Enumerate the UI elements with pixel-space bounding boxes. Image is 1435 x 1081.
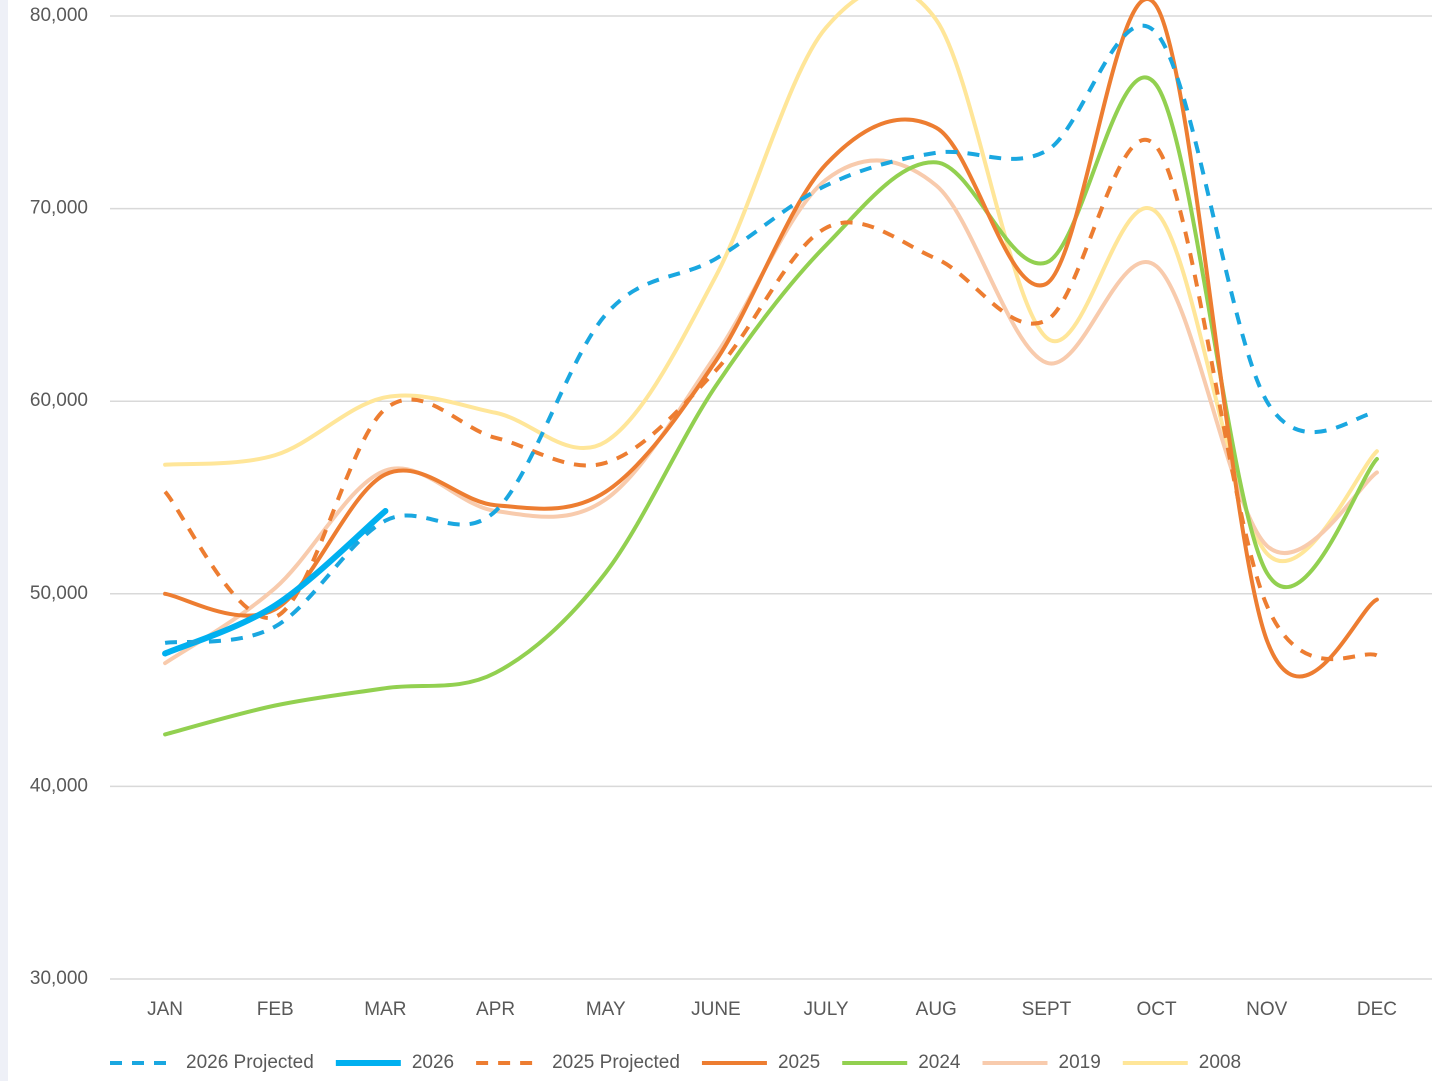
x-tick-label: JAN (147, 999, 183, 1020)
y-tick-label: 80,000 (30, 5, 88, 26)
grid (110, 15, 1432, 980)
x-tick-label: MAR (364, 999, 406, 1020)
y-tick-label: 50,000 (30, 583, 88, 604)
legend-label: 2008 (1199, 1052, 1241, 1073)
x-tick-label: NOV (1246, 999, 1288, 1020)
x-tick-label: OCT (1137, 999, 1178, 1020)
x-tick-label: MAY (586, 999, 626, 1020)
series-line (164, 23, 1378, 645)
legend-label: 2024 (918, 1052, 961, 1073)
series-line (163, 0, 1379, 679)
series-line (163, 158, 1379, 666)
series-line (163, 137, 1378, 662)
x-tick-label: JUNE (691, 999, 741, 1020)
labels: 30,000 40,000 50,000 60,000 70,000 80,000 JAN F… (30, 5, 1397, 1020)
x-tick-label: DEC (1357, 999, 1397, 1020)
series-line (163, 0, 1379, 564)
y-tick-label: 40,000 (30, 775, 88, 796)
y-tick-label: 70,000 (30, 198, 88, 219)
x-tick-label: SEPT (1022, 999, 1072, 1020)
lines (162, 0, 1379, 737)
left-strip (0, 0, 8, 1081)
x-tick-label: APR (476, 999, 515, 1020)
legend-label: 2026 Projected (186, 1052, 314, 1073)
legend: 2026 Projected 2026 2025 Projected 2025 2024… (110, 1052, 1241, 1073)
x-tick-label: AUG (916, 999, 957, 1020)
legend-label: 2019 (1059, 1052, 1101, 1073)
x-tick-label: JULY (804, 999, 849, 1020)
x-tick-label: FEB (257, 999, 294, 1020)
y-tick-label: 60,000 (30, 390, 88, 411)
legend-label: 2025 Projected (552, 1052, 680, 1073)
y-tick-label: 30,000 (30, 968, 88, 989)
legend-label: 2026 (412, 1052, 454, 1073)
legend-label: 2025 (778, 1052, 820, 1073)
series-line (162, 507, 389, 657)
